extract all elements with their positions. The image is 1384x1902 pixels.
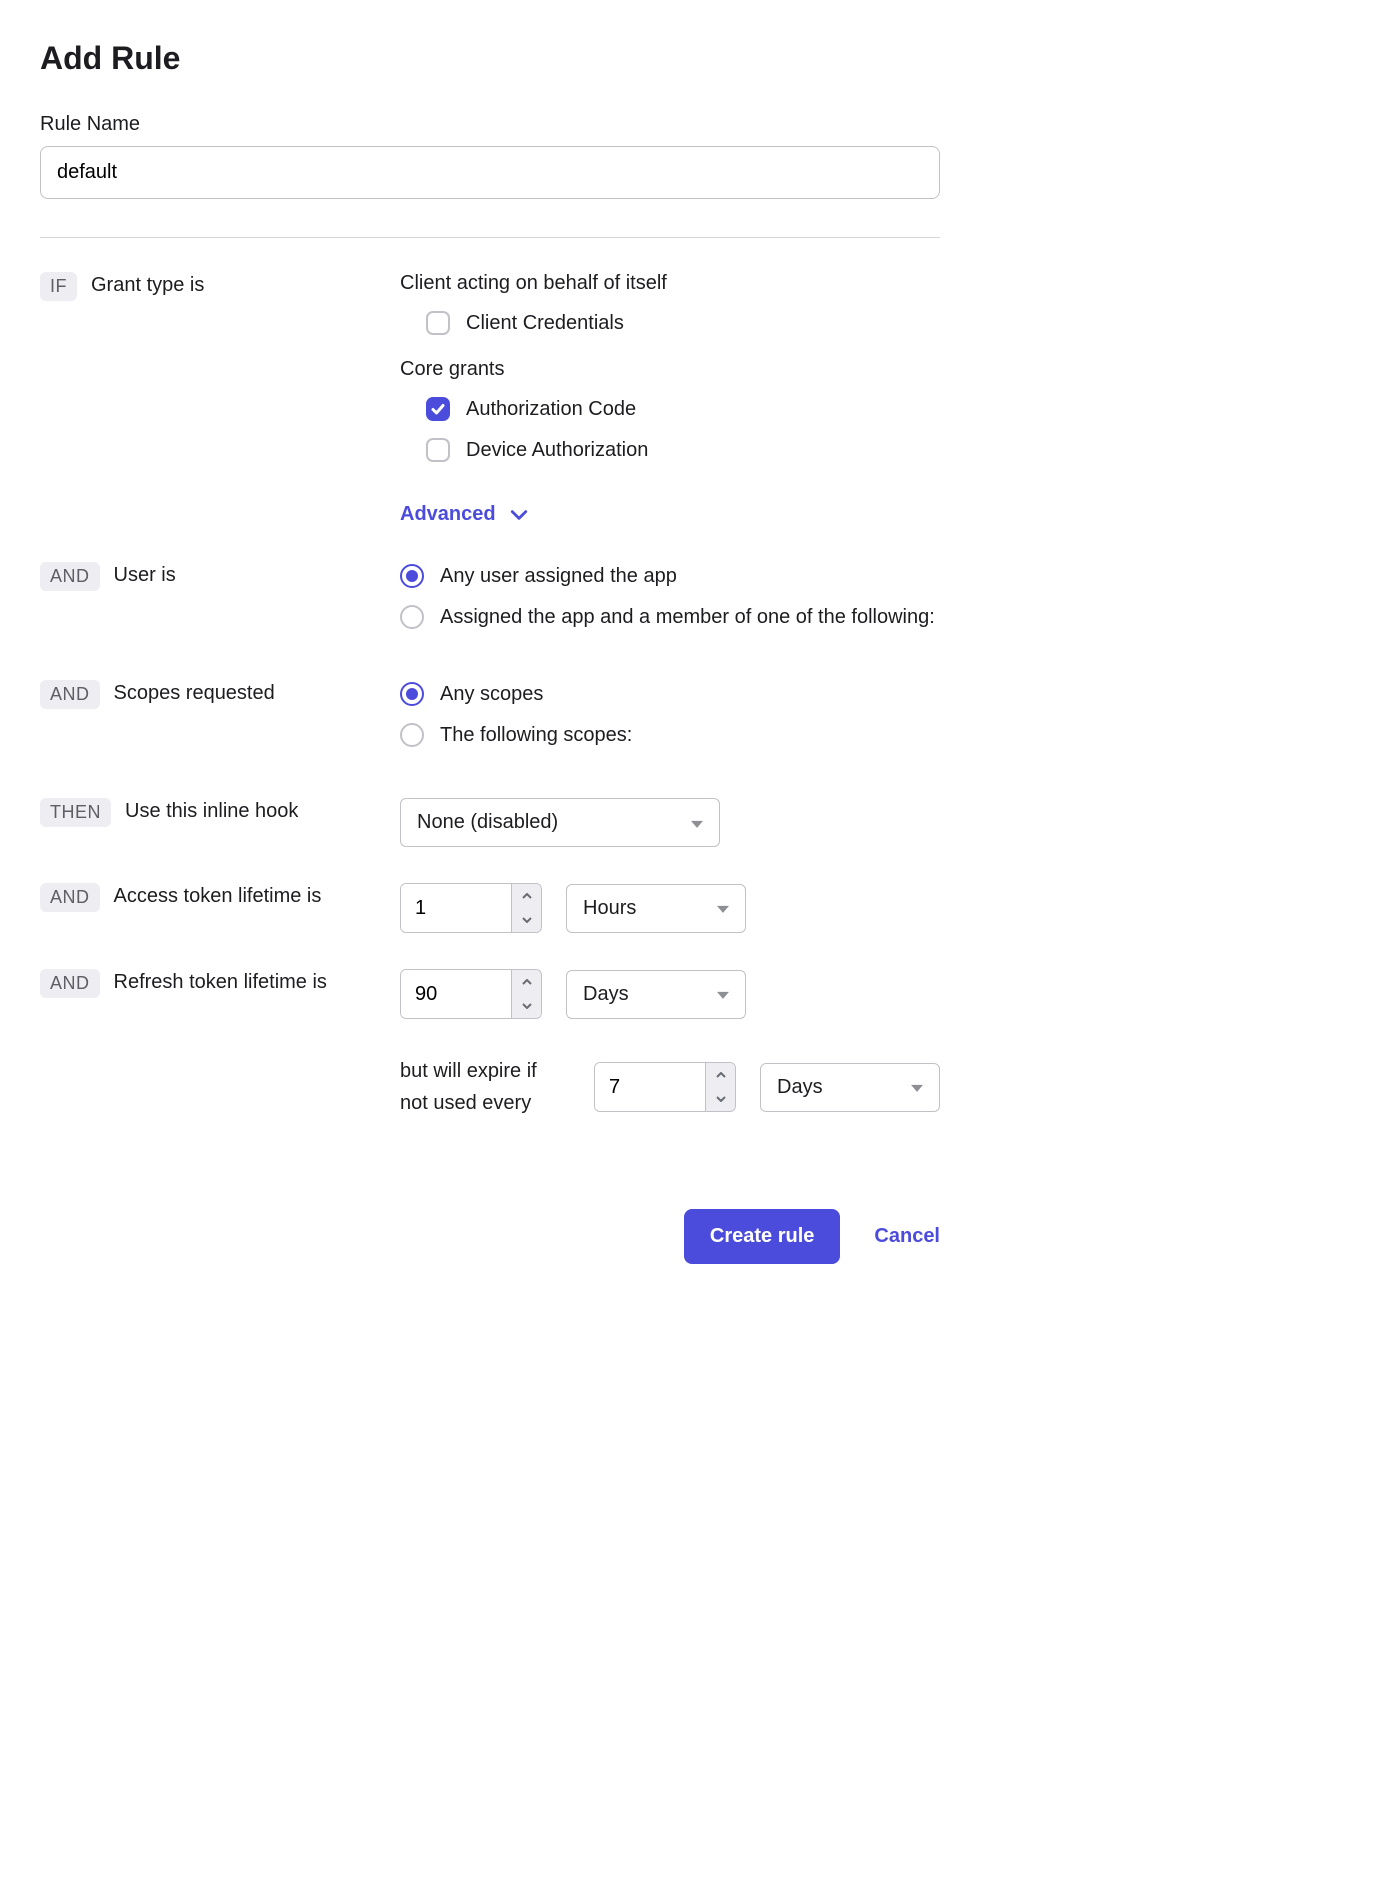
grant-type-label: Grant type is	[91, 272, 204, 297]
and-tag: AND	[40, 969, 100, 998]
refresh-token-unit-select[interactable]: Days	[566, 970, 746, 1019]
select-value: Days	[583, 983, 629, 1005]
stepper-down-icon[interactable]	[706, 1087, 735, 1111]
cancel-button[interactable]: Cancel	[874, 1225, 940, 1248]
and-tag: AND	[40, 883, 100, 912]
checkbox-device-authorization[interactable]	[426, 438, 450, 462]
expire-stepper[interactable]	[705, 1063, 735, 1111]
stepper-up-icon[interactable]	[512, 970, 541, 994]
radio-label: The following scopes:	[440, 721, 632, 750]
advanced-label: Advanced	[400, 503, 496, 526]
stepper-down-icon[interactable]	[512, 908, 541, 932]
advanced-toggle[interactable]: Advanced	[400, 503, 528, 526]
stepper-down-icon[interactable]	[512, 994, 541, 1018]
refresh-token-label: Refresh token lifetime is	[114, 969, 327, 994]
grant-group-title-0: Client acting on behalf of itself	[400, 272, 940, 295]
stepper-up-icon[interactable]	[706, 1063, 735, 1087]
access-token-label: Access token lifetime is	[114, 883, 322, 908]
expire-unit-select[interactable]: Days	[760, 1063, 940, 1112]
refresh-token-value-input[interactable]	[401, 970, 511, 1018]
radio-any-user[interactable]	[400, 564, 424, 588]
radio-following-scopes[interactable]	[400, 723, 424, 747]
inline-hook-label: Use this inline hook	[125, 798, 298, 823]
chevron-down-icon	[510, 506, 528, 524]
rule-name-input[interactable]	[40, 146, 940, 199]
radio-label: Assigned the app and a member of one of …	[440, 603, 935, 632]
refresh-token-value-wrap	[400, 969, 542, 1019]
if-tag: IF	[40, 272, 77, 301]
page-title: Add Rule	[40, 40, 940, 77]
checkbox-label: Device Authorization	[466, 436, 648, 465]
divider	[40, 237, 940, 238]
refresh-token-stepper[interactable]	[511, 970, 541, 1018]
rule-name-label: Rule Name	[40, 113, 940, 136]
stepper-up-icon[interactable]	[512, 884, 541, 908]
radio-any-scopes[interactable]	[400, 682, 424, 706]
and-tag: AND	[40, 680, 100, 709]
expire-value-input[interactable]	[595, 1063, 705, 1111]
checkbox-label: Authorization Code	[466, 395, 636, 424]
select-value: Hours	[583, 897, 636, 919]
radio-label: Any scopes	[440, 680, 543, 709]
and-tag: AND	[40, 562, 100, 591]
radio-assigned-member[interactable]	[400, 605, 424, 629]
then-tag: THEN	[40, 798, 111, 827]
grant-group-title-1: Core grants	[400, 358, 940, 381]
expire-text: but will expire if not used every	[400, 1055, 570, 1119]
access-token-stepper[interactable]	[511, 884, 541, 932]
access-token-unit-select[interactable]: Hours	[566, 884, 746, 933]
access-token-value-input[interactable]	[401, 884, 511, 932]
checkbox-authorization-code[interactable]	[426, 397, 450, 421]
select-value: Days	[777, 1076, 823, 1098]
inline-hook-select[interactable]: None (disabled)	[400, 798, 720, 847]
access-token-value-wrap	[400, 883, 542, 933]
checkbox-client-credentials[interactable]	[426, 311, 450, 335]
create-rule-button[interactable]: Create rule	[684, 1209, 841, 1264]
radio-label: Any user assigned the app	[440, 562, 677, 591]
select-value: None (disabled)	[417, 811, 558, 833]
checkbox-label: Client Credentials	[466, 309, 624, 338]
user-is-label: User is	[114, 562, 176, 587]
expire-value-wrap	[594, 1062, 736, 1112]
scopes-label: Scopes requested	[114, 680, 275, 705]
